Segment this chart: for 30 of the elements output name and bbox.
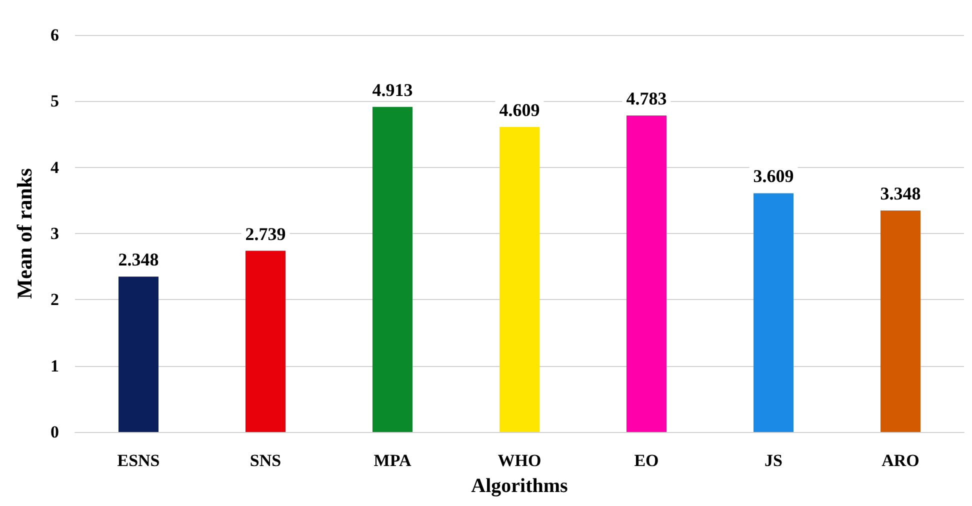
bar — [246, 250, 286, 432]
x-tick-label: JS — [764, 451, 782, 470]
y-tick-label: 1 — [50, 356, 59, 376]
data-label: 4.913 — [372, 80, 413, 100]
bar — [626, 116, 666, 432]
bar — [754, 193, 794, 432]
y-tick-label: 5 — [50, 92, 59, 111]
x-tick-label: EO — [634, 451, 659, 470]
data-label: 4.609 — [499, 100, 540, 120]
x-tick-label: MPA — [374, 451, 412, 470]
data-label: 4.783 — [626, 88, 667, 109]
y-tick-label: 4 — [50, 158, 60, 177]
bar — [500, 127, 540, 432]
y-tick-label: 2 — [50, 290, 59, 310]
x-axis-title: Algorithms — [471, 475, 568, 497]
x-tick-label: WHO — [498, 451, 542, 470]
bar — [372, 106, 412, 432]
data-label: 2.348 — [118, 250, 159, 270]
y-tick-label: 0 — [50, 422, 59, 442]
x-tick-label: ARO — [882, 451, 920, 470]
y-tick-label: 6 — [50, 26, 59, 44]
bar — [118, 276, 158, 432]
data-label: 3.348 — [880, 183, 921, 204]
y-axis-title: Mean of ranks — [12, 168, 36, 299]
data-label: 2.739 — [245, 224, 286, 244]
bar — [880, 210, 920, 432]
y-tick-label: 3 — [50, 224, 59, 243]
x-tick-label: SNS — [250, 451, 282, 470]
x-tick-label: ESNS — [117, 451, 160, 470]
data-label: 3.609 — [753, 166, 794, 186]
